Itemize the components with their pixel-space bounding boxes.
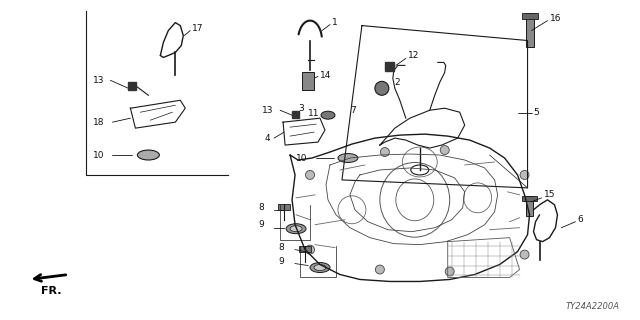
Text: 5: 5 (534, 108, 540, 117)
Bar (302, 72, 314, 90)
Ellipse shape (290, 226, 302, 232)
Ellipse shape (520, 171, 529, 180)
Text: 16: 16 (550, 14, 561, 23)
Text: 13: 13 (262, 106, 274, 115)
Ellipse shape (286, 224, 306, 234)
Ellipse shape (380, 148, 389, 156)
Ellipse shape (338, 154, 358, 163)
Text: 7: 7 (350, 106, 356, 115)
Ellipse shape (314, 265, 326, 270)
Text: 8: 8 (278, 243, 284, 252)
Text: 11: 11 (308, 109, 319, 118)
Text: 15: 15 (543, 190, 555, 199)
Bar (522, 13, 538, 19)
Text: 8: 8 (258, 203, 264, 212)
Text: TY24A2200A: TY24A2200A (565, 302, 620, 311)
Ellipse shape (520, 250, 529, 259)
Bar (522, 196, 536, 201)
Ellipse shape (376, 265, 385, 274)
Bar (278, 204, 290, 210)
Bar (525, 13, 534, 47)
Bar (299, 246, 311, 252)
Ellipse shape (138, 150, 159, 160)
Text: 14: 14 (320, 71, 332, 80)
Text: FR.: FR. (40, 286, 61, 296)
Text: 18: 18 (93, 118, 104, 127)
Text: 12: 12 (408, 51, 419, 60)
Text: 9: 9 (278, 257, 284, 266)
Ellipse shape (440, 146, 449, 155)
Bar (385, 62, 394, 71)
Text: 10: 10 (93, 150, 104, 160)
Text: 17: 17 (192, 24, 204, 33)
Text: 13: 13 (93, 76, 104, 85)
Bar (292, 111, 299, 118)
Text: 10: 10 (296, 154, 308, 163)
Text: 9: 9 (258, 220, 264, 229)
Ellipse shape (321, 111, 335, 119)
Ellipse shape (310, 262, 330, 273)
Text: 3: 3 (298, 104, 304, 113)
Text: 1: 1 (332, 18, 338, 27)
Text: 2: 2 (395, 78, 401, 87)
Ellipse shape (305, 171, 314, 180)
Ellipse shape (375, 81, 389, 95)
Ellipse shape (305, 245, 314, 254)
Bar (525, 196, 532, 216)
Ellipse shape (445, 267, 454, 276)
Text: 4: 4 (264, 133, 269, 143)
Bar (129, 82, 136, 90)
Text: 6: 6 (577, 215, 583, 224)
